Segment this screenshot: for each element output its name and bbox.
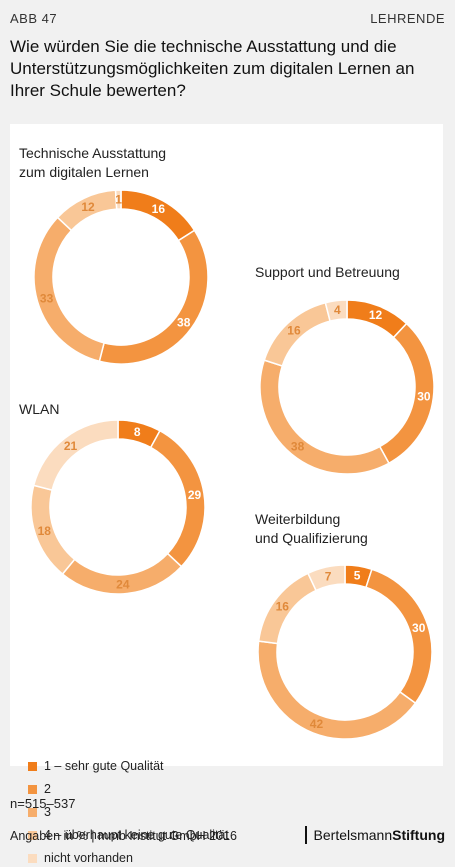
donut-slice — [306, 564, 346, 592]
donut-slice — [257, 640, 417, 740]
slice-value-label: 8 — [134, 425, 141, 439]
chart-panel: Technische Ausstattung zum digitalen Lern… — [10, 124, 443, 865]
slice-value-label: 16 — [152, 202, 166, 216]
slice-value-label: 30 — [412, 621, 426, 635]
slice-value-label: 5 — [354, 568, 361, 582]
page-title: Wie würden Sie die technische Ausstattun… — [10, 37, 415, 100]
brand-name-bold: Stiftung — [392, 827, 445, 843]
slice-value-label: 38 — [291, 440, 305, 454]
donut-slice — [114, 189, 122, 210]
donut-slice — [259, 359, 390, 475]
legend-label: 1 – sehr gute Qualität — [44, 759, 164, 773]
slice-value-label: 12 — [369, 308, 383, 322]
brand-name-light: Bertelsmann — [313, 827, 393, 843]
legend-swatch — [28, 785, 37, 794]
donut-slice — [33, 216, 106, 363]
figure-label: ABB 47 — [10, 11, 58, 26]
top-bar: ABB 47 LEHRENDE — [0, 0, 455, 32]
chart-title-line: Support und Betreuung — [255, 264, 400, 280]
slice-value-label: 29 — [188, 488, 202, 502]
slice-value-label: 16 — [287, 324, 301, 338]
chart-title-line: zum digitalen Lernen — [19, 164, 149, 180]
donut-slice — [324, 299, 348, 323]
legend-label: 2 — [44, 782, 51, 796]
slice-value-label: 24 — [116, 577, 130, 591]
legend-label: 3 — [44, 805, 51, 819]
legend-swatch — [28, 854, 37, 863]
slice-value-label: 18 — [38, 524, 52, 538]
slice-value-label: 4 — [334, 303, 341, 317]
donut-slice — [32, 419, 119, 492]
slice-value-label: 30 — [417, 390, 431, 404]
slice-value-label: 16 — [276, 599, 290, 613]
slice-value-label: 12 — [81, 200, 95, 214]
audience-label: LEHRENDE — [370, 11, 445, 26]
legend-label: 4 – überhaupt keine gute Qualität — [44, 828, 229, 842]
slice-value-label: 42 — [310, 717, 324, 731]
legend-swatch — [28, 762, 37, 771]
donut-charts: Technische Ausstattung zum digitalen Lern… — [19, 145, 435, 740]
chart-title-line: Weiterbildung — [255, 511, 340, 527]
legend-label: nicht vorhanden — [44, 851, 133, 865]
slice-value-label: 7 — [325, 569, 332, 583]
chart-title-line: WLAN — [19, 401, 59, 417]
chart-title-line: Technische Ausstattung — [19, 145, 166, 161]
slice-value-label: 21 — [64, 439, 78, 453]
slice-value-label: 38 — [177, 316, 191, 330]
brand-logo: BertelsmannStiftung — [304, 826, 445, 844]
legend-swatch — [28, 808, 37, 817]
slice-value-label: 33 — [40, 292, 54, 306]
legend-swatch — [28, 831, 37, 840]
sample-size: n=515–537 — [10, 796, 76, 811]
donut-slice — [98, 229, 209, 365]
source-note: Angaben in % | mmb Institut GmbH 2016 — [10, 829, 237, 843]
slice-value-label: 1 — [115, 193, 122, 207]
chart-title-line: und Qualifizierung — [255, 530, 368, 546]
donut-slice — [365, 568, 433, 705]
